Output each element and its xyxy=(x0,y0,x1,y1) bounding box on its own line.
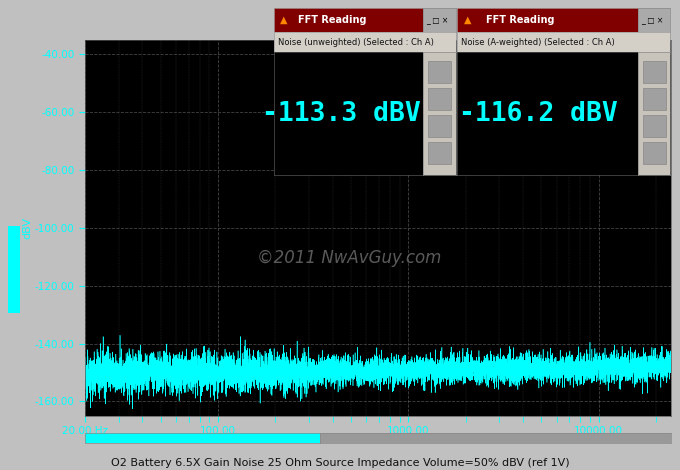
Text: _ □ ×: _ □ × xyxy=(426,16,449,25)
Bar xyxy=(428,142,451,164)
Text: FFT Reading: FFT Reading xyxy=(486,15,554,25)
Text: Noise (unweighted) (Selected : Ch A): Noise (unweighted) (Selected : Ch A) xyxy=(277,38,434,47)
Text: ▲: ▲ xyxy=(464,15,472,25)
Y-axis label: dBV: dBV xyxy=(22,217,32,239)
Text: -116.2 dBV: -116.2 dBV xyxy=(459,101,617,126)
Text: ©2011 NwAvGuy.com: ©2011 NwAvGuy.com xyxy=(256,249,441,267)
Bar xyxy=(643,88,666,110)
Bar xyxy=(643,115,666,137)
Text: -113.3 dBV: -113.3 dBV xyxy=(262,101,420,126)
Bar xyxy=(428,115,451,137)
Text: ▲: ▲ xyxy=(280,15,288,25)
Bar xyxy=(643,142,666,164)
Text: FFT Reading: FFT Reading xyxy=(298,15,367,25)
Bar xyxy=(428,61,451,83)
Text: O2 Battery 6.5X Gain Noise 25 Ohm Source Impedance Volume=50% dBV (ref 1V): O2 Battery 6.5X Gain Noise 25 Ohm Source… xyxy=(111,458,569,468)
Text: _ □ ×: _ □ × xyxy=(641,16,664,25)
Bar xyxy=(428,88,451,110)
Text: Noise (A-weighted) (Selected : Ch A): Noise (A-weighted) (Selected : Ch A) xyxy=(461,38,615,47)
Bar xyxy=(643,61,666,83)
